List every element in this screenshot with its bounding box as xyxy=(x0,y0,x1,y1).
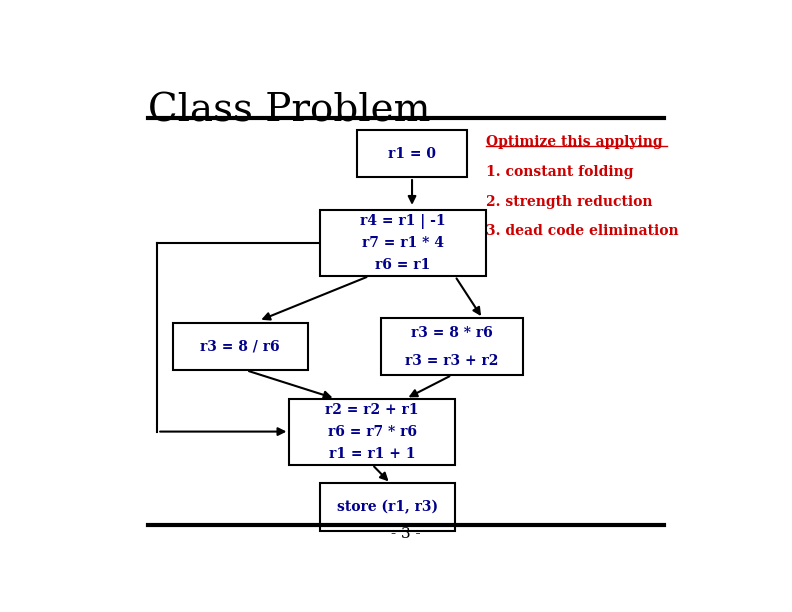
Text: r7 = r1 * 4: r7 = r1 * 4 xyxy=(362,236,444,250)
Text: store (r1, r3): store (r1, r3) xyxy=(337,500,438,514)
Text: r6 = r1: r6 = r1 xyxy=(375,258,431,272)
Text: r1 = 0: r1 = 0 xyxy=(388,146,436,160)
FancyBboxPatch shape xyxy=(173,323,308,370)
FancyBboxPatch shape xyxy=(289,398,455,465)
FancyBboxPatch shape xyxy=(320,210,485,276)
Text: r1 = r1 + 1: r1 = r1 + 1 xyxy=(329,447,415,461)
Text: r3 = 8 / r6: r3 = 8 / r6 xyxy=(200,340,280,354)
Text: 2. strength reduction: 2. strength reduction xyxy=(485,195,652,209)
Text: r2 = r2 + r1: r2 = r2 + r1 xyxy=(326,403,419,417)
Text: r3 = r3 + r2: r3 = r3 + r2 xyxy=(406,354,499,368)
FancyBboxPatch shape xyxy=(382,318,523,375)
FancyBboxPatch shape xyxy=(356,130,467,177)
Text: Class Problem: Class Problem xyxy=(148,92,431,129)
Text: 1. constant folding: 1. constant folding xyxy=(485,165,633,179)
Text: Optimize this applying: Optimize this applying xyxy=(485,135,662,149)
Text: r6 = r7 * r6: r6 = r7 * r6 xyxy=(328,425,417,439)
Text: 3. dead code elimination: 3. dead code elimination xyxy=(485,224,678,238)
FancyBboxPatch shape xyxy=(320,483,455,531)
Text: r3 = 8 * r6: r3 = 8 * r6 xyxy=(411,326,493,340)
Text: - 3 -: - 3 - xyxy=(391,528,421,541)
Text: r4 = r1 | -1: r4 = r1 | -1 xyxy=(360,214,446,229)
